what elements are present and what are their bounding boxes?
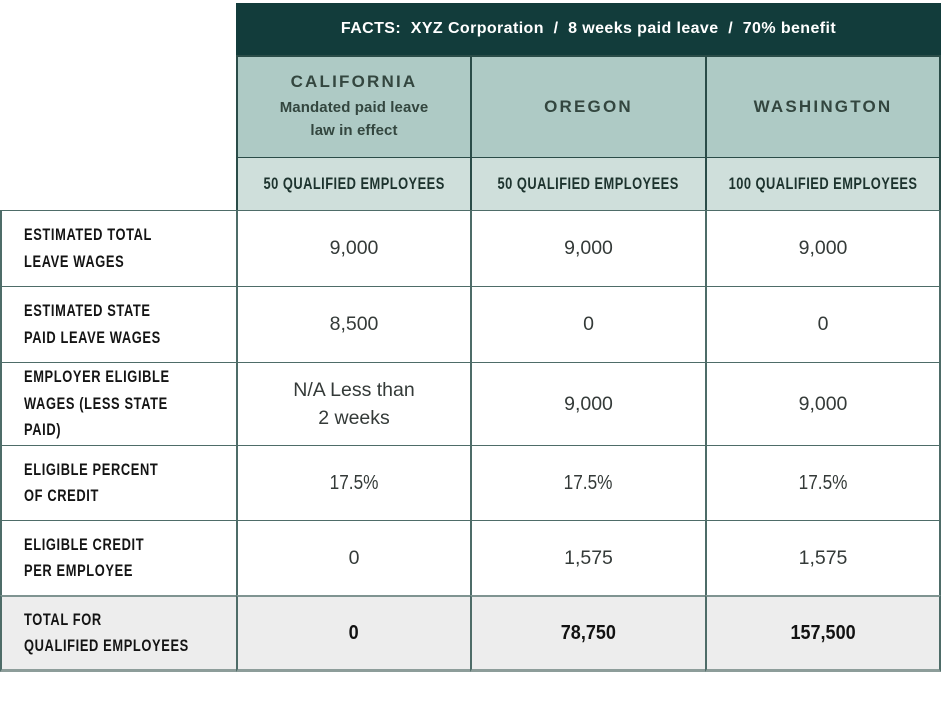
row-label-text: ESTIMATED STATE PAID LEAVE WAGES [24,302,161,347]
qualified-employees-text: 50 QUALIFIED EMPLOYEES [263,174,445,193]
value-cell: 9,000 [705,362,941,445]
percent-value: 17.5% [798,471,848,495]
qualified-employees-washington: 100 QUALIFIED EMPLOYEES [705,158,941,210]
value-cell: 9,000 [470,210,705,286]
row-label-text: TOTAL FOR QUALIFIED EMPLOYEES [24,610,189,655]
value-cell: 0 [470,286,705,362]
row-label-estimated-total-leave-wages: ESTIMATED TOTAL LEAVE WAGES [0,210,236,286]
state-name-california: CALIFORNIA [290,72,418,91]
percent-value: 17.5% [329,471,379,495]
value-cell: 1,575 [705,520,941,595]
row-label-employer-eligible-wages: EMPLOYER ELIGIBLE WAGES (LESS STATE PAID… [0,362,236,445]
value-cell: 17.5% [705,445,941,520]
row-label-text: EMPLOYER ELIGIBLE WAGES (LESS STATE PAID… [24,368,170,440]
value-cell: 17.5% [470,445,705,520]
column-header-washington: WASHINGTON [705,55,941,158]
state-subtitle-california: Mandated paid leave law in effect [279,99,429,139]
qualified-employees-text: 50 QUALIFIED EMPLOYEES [497,174,680,193]
top-left-spacer [0,3,236,210]
total-value-cell: 78,750 [470,595,705,672]
facts-header-text: FACTS: XYZ Corporation / 8 weeks paid le… [340,20,837,37]
column-header-california: CALIFORNIA Mandated paid leave law in ef… [236,55,470,158]
comparison-table: FACTS: XYZ Corporation / 8 weeks paid le… [0,3,941,672]
row-label-text: ESTIMATED TOTAL LEAVE WAGES [24,226,153,271]
facts-header-bar: FACTS: XYZ Corporation / 8 weeks paid le… [236,3,941,55]
state-name-oregon: OREGON [544,97,633,116]
row-label-eligible-percent-of-credit: ELIGIBLE PERCENT OF CREDIT [0,445,236,520]
qualified-employees-california: 50 QUALIFIED EMPLOYEES [236,158,470,210]
total-value: 78,750 [560,621,617,645]
total-value-cell: 157,500 [705,595,941,672]
qualified-employees-text: 100 QUALIFIED EMPLOYEES [728,174,918,193]
row-label-total-for-qualified-employees: TOTAL FOR QUALIFIED EMPLOYEES [0,595,236,672]
column-header-oregon: OREGON [470,55,705,158]
total-value: 0 [348,621,360,645]
percent-value: 17.5% [564,471,613,495]
value-cell: 0 [236,520,470,595]
row-label-text: ELIGIBLE PERCENT OF CREDIT [24,460,159,505]
total-value: 157,500 [790,621,856,645]
total-value-cell: 0 [236,595,470,672]
row-label-text: ELIGIBLE CREDIT PER EMPLOYEE [24,535,145,580]
value-cell: 8,500 [236,286,470,362]
value-cell: 1,575 [470,520,705,595]
row-label-estimated-state-paid-leave-wages: ESTIMATED STATE PAID LEAVE WAGES [0,286,236,362]
value-cell: 9,000 [236,210,470,286]
value-cell: 9,000 [705,210,941,286]
value-cell: 17.5% [236,445,470,520]
state-name-washington: WASHINGTON [753,97,893,116]
row-label-eligible-credit-per-employee: ELIGIBLE CREDIT PER EMPLOYEE [0,520,236,595]
value-cell: N/A Less than 2 weeks [236,362,470,445]
qualified-employees-oregon: 50 QUALIFIED EMPLOYEES [470,158,705,210]
value-cell: 0 [705,286,941,362]
value-cell: 9,000 [470,362,705,445]
